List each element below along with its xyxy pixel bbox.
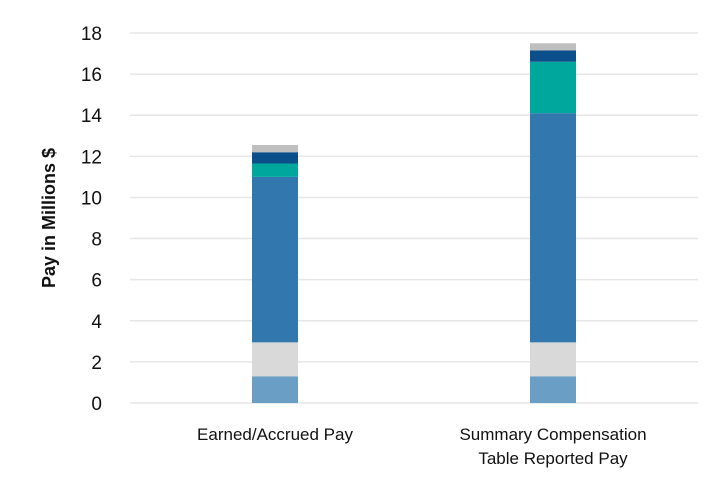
y-tick-label: 0 (91, 394, 102, 415)
bar-segment (530, 376, 576, 403)
bars (252, 43, 576, 403)
bar-segment (530, 61, 576, 114)
y-tick-label: 16 (81, 65, 102, 86)
y-tick-label: 12 (81, 147, 102, 168)
y-tick-label: 6 (91, 271, 102, 292)
gridlines (130, 32, 698, 404)
bar-segment (530, 50, 576, 62)
bar-segment (530, 113, 576, 343)
bar-segment (252, 145, 298, 153)
y-tick-label: 14 (81, 106, 103, 127)
bar-segment (252, 152, 298, 164)
x-category-label: Summary Compensation (459, 425, 646, 444)
y-axis-title: Pay in Millions $ (39, 148, 59, 288)
y-tick-label: 2 (91, 353, 102, 374)
y-tick-label: 4 (91, 312, 102, 333)
bar-segment (252, 376, 298, 403)
bar-segment (252, 342, 298, 377)
y-tick-label: 10 (81, 188, 102, 209)
bar-segment (530, 342, 576, 377)
x-category-label: Earned/Accrued Pay (197, 425, 353, 444)
bar-segment (252, 176, 298, 343)
y-tick-label: 18 (81, 24, 102, 45)
y-tick-label: 8 (91, 230, 102, 251)
x-axis-categories: Earned/Accrued Pay Summary Compensation Ta… (197, 425, 647, 468)
bar-segment (252, 163, 298, 177)
x-category-label: Table Reported Pay (478, 449, 628, 468)
y-axis-ticks: 0 2 4 6 8 10 12 14 16 18 (81, 24, 103, 415)
bar-segment (530, 43, 576, 51)
